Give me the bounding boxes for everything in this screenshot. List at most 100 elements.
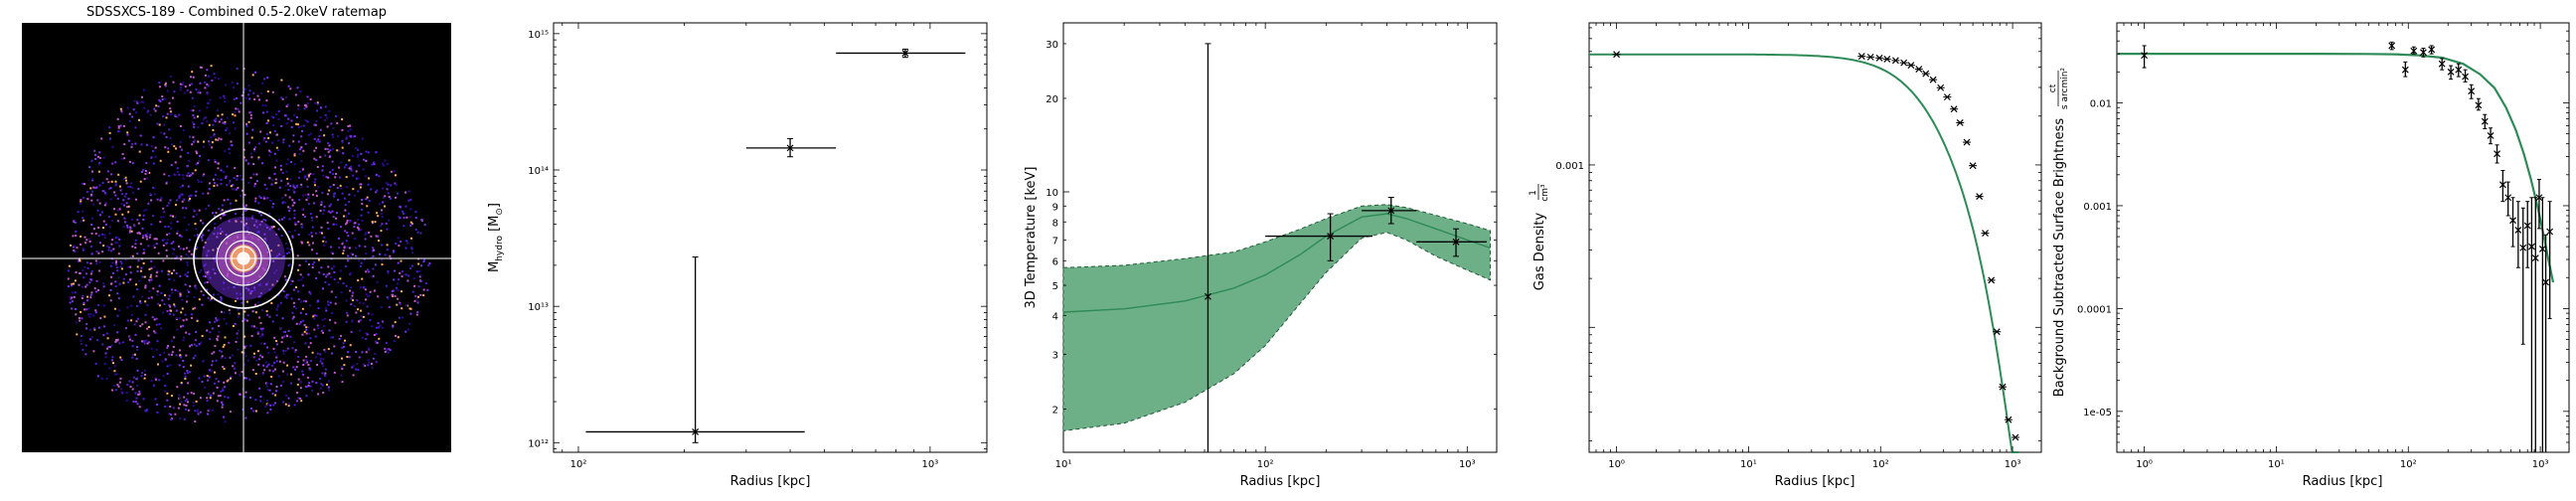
ratemap-pixel: [265, 132, 268, 135]
ratemap-pixel: [368, 270, 371, 273]
ratemap-pixel: [198, 209, 201, 212]
ratemap-pixel: [200, 290, 203, 293]
ratemap-pixel: [175, 271, 178, 274]
ratemap-pixel: [110, 180, 113, 183]
mass-point-marker: [786, 144, 794, 152]
ratemap-pixel: [274, 256, 277, 259]
ratemap-pixel: [344, 197, 346, 200]
ratemap-pixel: [213, 351, 216, 354]
ratemap-pixel: [224, 214, 227, 217]
ratemap-pixel: [323, 134, 326, 137]
ratemap-pixel: [206, 120, 209, 123]
ratemap-pixel: [290, 297, 293, 300]
ratemap-pixel: [319, 155, 322, 158]
ratemap-pixel: [68, 264, 71, 267]
ratemap-pixel: [363, 158, 366, 161]
ratemap-pixel: [216, 400, 219, 403]
ratemap-pixel: [373, 161, 375, 164]
ratemap-pixel: [362, 302, 365, 305]
ratemap-pixel: [277, 375, 280, 378]
ratemap-pixel: [108, 126, 111, 129]
ratemap-pixel: [264, 219, 267, 222]
ratemap-pixel: [236, 297, 239, 300]
ratemap-pixel: [81, 348, 84, 351]
ratemap-pixel: [202, 234, 205, 237]
ratemap-pixel: [128, 112, 131, 115]
mass-ylabel-unit-close: ]: [487, 203, 502, 208]
ratemap-pixel: [176, 221, 179, 223]
ratemap-pixel: [357, 190, 360, 193]
ratemap-pixel: [387, 270, 390, 273]
ratemap-pixel: [275, 343, 278, 346]
ratemap-pixel: [307, 196, 310, 199]
ratemap-pixel: [302, 149, 305, 152]
ratemap-pixel: [165, 116, 168, 119]
ratemap-pixel: [115, 266, 118, 269]
ratemap-pixel: [114, 213, 117, 216]
ratemap-pixel: [135, 111, 138, 114]
ratemap-pixel: [67, 269, 70, 272]
ratemap-pixel: [131, 339, 134, 342]
ratemap-pixel: [231, 82, 234, 84]
ratemap-pixel: [114, 194, 117, 197]
ratemap-pixel: [277, 228, 280, 231]
ratemap-pixel: [192, 405, 195, 408]
ratemap-pixel: [139, 301, 142, 304]
ratemap-pixel: [395, 334, 397, 337]
ratemap-pixel: [223, 94, 226, 97]
ratemap-pixel: [274, 394, 277, 397]
ratemap-pixel: [113, 307, 116, 310]
ratemap-pixel: [360, 315, 363, 318]
ratemap-pixel: [116, 220, 119, 223]
ratemap-pixel: [273, 152, 276, 155]
ratemap-pixel: [111, 359, 114, 362]
ratemap-pixel: [292, 301, 295, 304]
ratemap-pixel: [358, 356, 361, 359]
ratemap-pixel: [361, 203, 364, 206]
mass-point-marker: [692, 428, 700, 435]
ratemap-pixel: [297, 107, 300, 110]
ratemap-pixel: [294, 93, 297, 96]
ratemap-pixel: [247, 181, 250, 184]
ratemap-pixel: [191, 71, 194, 74]
density-point-marker: [1922, 70, 1930, 78]
ratemap-pixel: [277, 293, 280, 296]
ratemap-pixel: [80, 297, 83, 299]
ratemap-pixel: [277, 118, 280, 120]
ratemap-pixel: [122, 178, 125, 181]
ratemap-pixel: [144, 234, 147, 237]
ratemap-pixel: [95, 186, 98, 189]
ratemap-pixel: [152, 245, 155, 247]
y-tick-label: 4: [1052, 311, 1058, 322]
ratemap-pixel: [103, 204, 106, 207]
x-tick-label: 10²: [1257, 459, 1274, 470]
ratemap-pixel: [284, 201, 287, 204]
ratemap-pixel: [213, 233, 216, 236]
ratemap-pixel: [181, 307, 184, 310]
ratemap-pixel: [341, 357, 343, 360]
ratemap-pixel: [240, 221, 242, 224]
ratemap-pixel: [358, 320, 360, 323]
ratemap-pixel: [375, 333, 378, 335]
ratemap-pixel: [376, 326, 378, 329]
ratemap-pixel: [111, 261, 114, 264]
ratemap-pixel: [411, 251, 414, 254]
ratemap-pixel: [81, 294, 84, 297]
ratemap-pixel: [265, 99, 268, 102]
ratemap-pixel: [244, 344, 247, 347]
ratemap-pixel: [290, 382, 292, 385]
ratemap-pixel: [319, 210, 322, 212]
ratemap-pixel: [228, 341, 231, 344]
ratemap-pixel: [327, 300, 330, 303]
ratemap-pixel: [270, 250, 272, 252]
ratemap-pixel: [193, 296, 196, 299]
ratemap-pixel: [187, 401, 189, 404]
ratemap-pixel: [379, 225, 382, 228]
ratemap-pixel: [154, 378, 157, 381]
ratemap-pixel: [155, 104, 158, 107]
ratemap-pixel: [414, 295, 417, 298]
ratemap-pixel: [203, 375, 206, 378]
ratemap-pixel: [89, 296, 92, 299]
ratemap-pixel: [163, 211, 166, 214]
